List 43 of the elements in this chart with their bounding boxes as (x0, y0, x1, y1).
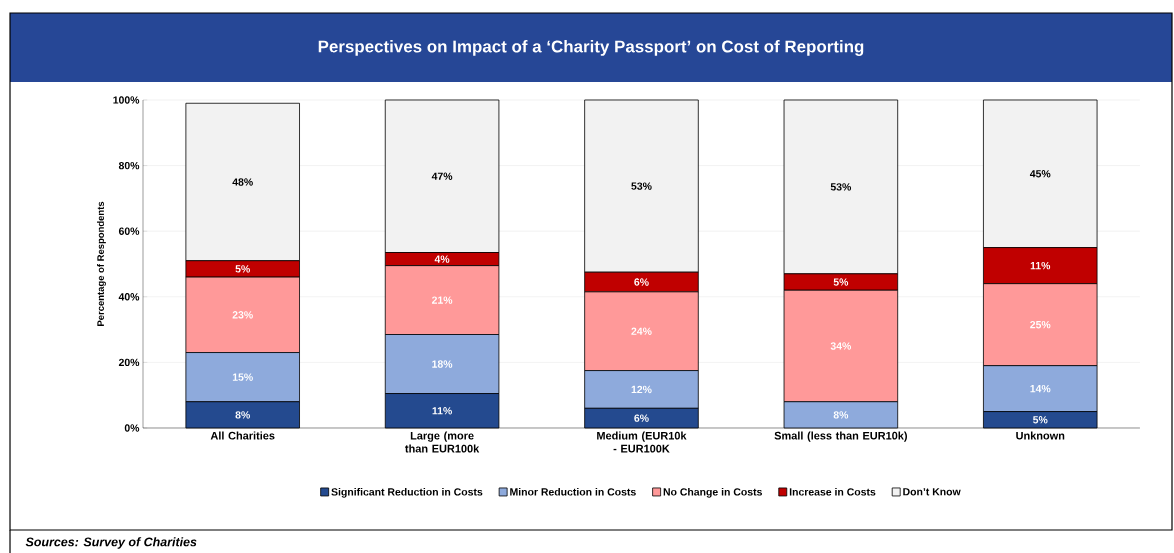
legend-label: Don’t Know (903, 488, 961, 496)
data-label: 5% (235, 265, 250, 273)
data-label: 11% (1030, 261, 1051, 270)
legend-label: Increase in Costs (789, 487, 876, 496)
x-tick-label: All Charities (210, 431, 275, 440)
legend-label: No Change in Costs (663, 487, 762, 498)
data-label: 15% (232, 373, 253, 381)
data-label: 47% (431, 172, 453, 180)
data-label: 4% (434, 255, 450, 263)
legend-label: Minor Reduction in Costs (510, 487, 636, 496)
data-label: 6% (634, 414, 649, 422)
y-tick-label: 40% (118, 293, 140, 301)
y-axis-title: Percentage of Respondents (97, 201, 106, 326)
y-tick-label: 80% (118, 161, 140, 170)
data-label: 18% (432, 360, 453, 368)
data-label: 25% (1030, 320, 1051, 329)
data-label: 24% (631, 327, 652, 335)
data-label: 8% (235, 411, 250, 419)
data-label: 23% (232, 311, 253, 319)
legend-label: Significant Reduction in Costs (331, 487, 483, 498)
x-tick-label: Large (more than EUR100k (405, 431, 480, 453)
y-tick-label: 100% (113, 96, 140, 104)
data-label: 45% (1029, 170, 1051, 178)
data-label: 53% (830, 183, 852, 191)
chart-title: Perspectives on Impact of a ‘Charity Passport’ on Cost of Reporting (318, 40, 864, 56)
data-label: 48% (232, 178, 253, 186)
data-label: 8% (833, 411, 849, 419)
data-label: 21% (431, 296, 453, 304)
data-label: 12% (631, 385, 652, 394)
data-label: 11% (432, 407, 452, 415)
data-label: 5% (833, 278, 849, 286)
x-tick-label: Small (less than EUR10k) (774, 431, 907, 442)
y-tick-label: 20% (118, 358, 140, 367)
y-tick-label: 0% (124, 424, 140, 432)
x-tick-label: Medium (EUR10k - EUR100K (597, 431, 687, 453)
y-tick-label: 60% (118, 227, 140, 235)
data-label: 5% (1033, 416, 1048, 424)
data-label: 14% (1030, 384, 1051, 393)
data-label: 6% (634, 278, 649, 286)
data-label: 53% (631, 182, 652, 190)
x-tick-label: Unknown (1016, 431, 1065, 440)
data-label: 34% (830, 342, 852, 350)
source-note: Sources: Survey of Charities (25, 537, 197, 549)
